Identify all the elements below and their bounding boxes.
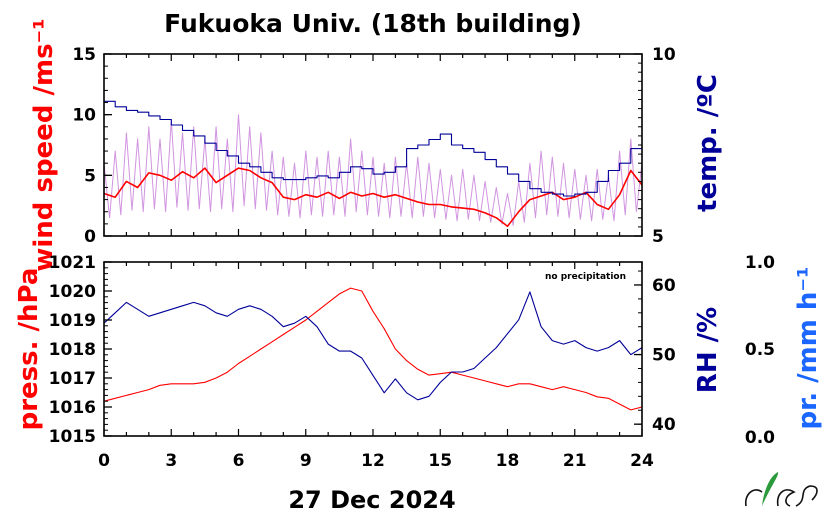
y-left-tick-label: 10 [72, 106, 96, 126]
top-panel: 0 5 10 15 5 10 wind speed /ms⁻¹ temp. /ºC [29, 18, 723, 271]
y-left-tick-label: 0 [84, 227, 96, 247]
y-left-tick-label: 1016 [49, 398, 96, 418]
y-right-tick-label: 50 [652, 346, 676, 366]
precip-tick-label: 0.0 [745, 428, 775, 448]
y-left-tick-label: 1021 [49, 253, 96, 273]
x-tick-label: 18 [496, 451, 520, 471]
x-tick-label: 3 [165, 451, 177, 471]
x-tick-label: 21 [563, 451, 587, 471]
y-left-tick-label: 15 [72, 45, 96, 65]
y-right-tick-label: 5 [652, 227, 664, 247]
y-left-tick-label: 1019 [49, 311, 96, 331]
x-tick-label: 24 [630, 451, 654, 471]
precip-axis-label: pr. /mm h⁻¹ [793, 266, 823, 429]
series-temp-line [104, 100, 643, 197]
y-right-tick-label: 40 [652, 415, 676, 435]
series-gust-line [103, 114, 643, 226]
series-wind-line [103, 167, 643, 228]
nies-leaf-logo-icon [744, 472, 818, 507]
y-right-tick-label: 60 [652, 276, 676, 296]
y-right-axis-label: RH /% [693, 307, 723, 393]
chart-title: Fukuoka Univ. (18th building) [164, 9, 582, 38]
y-left-axis-label: wind speed /ms⁻¹ [29, 18, 59, 271]
y-left-tick-label: 1017 [49, 369, 96, 389]
y-left-tick-label: 1018 [49, 340, 96, 360]
y-right-axis-label: temp. /ºC [693, 74, 723, 212]
x-tick-label: 9 [300, 451, 312, 471]
y-right-tick-label: 10 [652, 45, 676, 65]
precip-tick-label: 1.0 [745, 253, 775, 273]
y-left-axis-label: press. /hPa [14, 268, 44, 431]
x-tick-label: 0 [98, 451, 110, 471]
plot-frame [103, 53, 643, 237]
no-precipitation-note: no precipitation [545, 272, 626, 282]
series-pressure-line [103, 287, 643, 411]
plot-frame [103, 261, 643, 437]
y-left-tick-label: 5 [84, 166, 96, 186]
precip-tick-label: 0.5 [745, 340, 775, 360]
series-rh-line [103, 291, 643, 401]
y-left-tick-label: 1020 [49, 282, 96, 302]
date-label: 27 Dec 2024 [288, 486, 455, 514]
y-left-tick-label: 1015 [49, 427, 96, 447]
x-tick-label: 6 [233, 451, 245, 471]
x-tick-label: 15 [428, 451, 452, 471]
x-tick-label: 12 [361, 451, 385, 471]
bottom-panel: 0 3 6 9 12 15 18 21 24 1015 1016 1017 1018 1019 1020 10… [14, 253, 823, 471]
